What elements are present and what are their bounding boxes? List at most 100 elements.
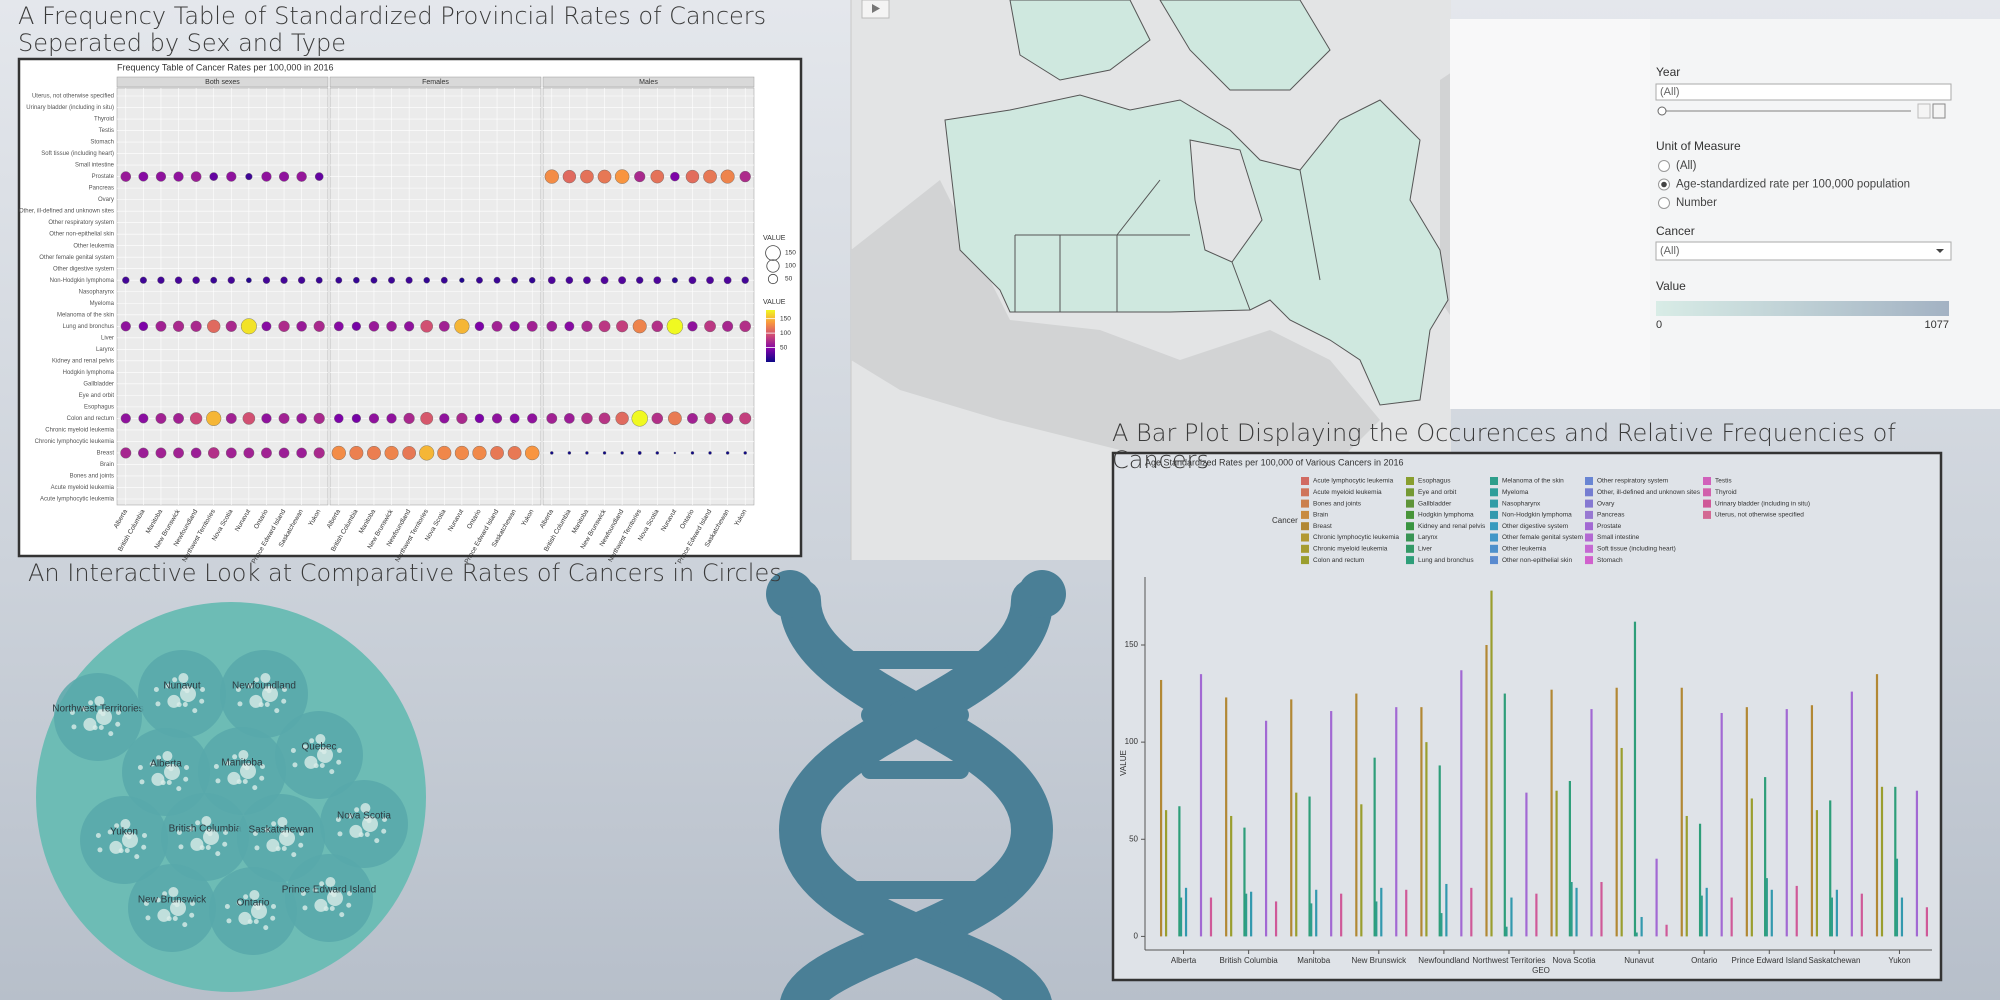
- year-dropdown[interactable]: [1655, 83, 1952, 101]
- dot: [653, 276, 662, 285]
- province-label: Northwest Territories: [52, 704, 144, 715]
- row-label: Ovary: [98, 197, 114, 203]
- dna-cap: [766, 570, 814, 618]
- dot: [155, 412, 167, 424]
- cancer-circle: [281, 830, 287, 836]
- legend-swatch: [1406, 556, 1414, 565]
- cancer-circle: [254, 845, 260, 851]
- legend-swatch: [1703, 477, 1711, 485]
- cancer-circle: [94, 696, 105, 707]
- cancer-circle: [236, 900, 242, 906]
- cancer-circle: [290, 747, 296, 753]
- cancer-circle: [298, 842, 304, 848]
- bar: [1570, 882, 1573, 937]
- dot: [278, 447, 290, 459]
- dot: [546, 412, 558, 424]
- bar: [1880, 786, 1884, 937]
- dot: [261, 447, 272, 459]
- dot: [493, 276, 501, 284]
- bar: [1310, 903, 1313, 937]
- legend-label: Other, ill-defined and unknown sites: [1597, 489, 1701, 496]
- dot: [550, 451, 554, 455]
- cancer-dropdown[interactable]: [1655, 241, 1952, 261]
- bar: [1810, 705, 1814, 937]
- size-key: [767, 273, 779, 285]
- cancer-circle: [184, 765, 190, 771]
- cancer-circle: [114, 823, 120, 829]
- bar: [1164, 810, 1168, 937]
- bar: [1568, 780, 1571, 937]
- legend-swatch: [1301, 533, 1309, 542]
- bar: [1829, 800, 1832, 937]
- arctic-islands: [1159, 0, 1331, 91]
- dot: [671, 277, 678, 284]
- panel-strip: [542, 76, 755, 88]
- slider-next[interactable]: [1932, 103, 1946, 119]
- cancer-circle: [319, 762, 325, 768]
- row-label: Other leukemia: [73, 243, 114, 249]
- bar: [1420, 707, 1423, 937]
- bar: [1250, 891, 1253, 937]
- cancer-circle: [183, 776, 189, 782]
- legend-label: Other respiratory system: [1597, 478, 1668, 485]
- slider-prev[interactable]: [1917, 103, 1931, 119]
- cancer-circle: [335, 816, 341, 822]
- bar: [1178, 806, 1181, 937]
- bar: [1700, 895, 1703, 937]
- cancer-circle: [88, 700, 94, 706]
- x-tick-label: Manitoba: [1297, 956, 1330, 965]
- dot: [190, 171, 202, 182]
- slider-handle[interactable]: [1657, 106, 1667, 116]
- x-axis-title: GEO: [1532, 966, 1550, 975]
- bar: [1795, 885, 1798, 937]
- dot: [636, 276, 644, 284]
- bar: [1750, 798, 1753, 937]
- cancer-circle: [277, 817, 288, 828]
- y-tick-label: 100: [1125, 737, 1139, 746]
- cancer-circle: [200, 687, 206, 693]
- arctic-islands: [1009, 0, 1151, 81]
- dot: [120, 321, 131, 332]
- chart-title: Frequency Table of Cancer Rates per 100,…: [117, 62, 333, 72]
- dot: [227, 276, 235, 284]
- filter-label: Value: [1656, 279, 1686, 293]
- legend-swatch: [1406, 499, 1414, 508]
- play-icon: [872, 4, 880, 13]
- radio-button[interactable]: [1658, 160, 1670, 172]
- dot: [637, 451, 642, 455]
- cancer-circle: [238, 750, 249, 761]
- row-label: Colon and rectum: [67, 416, 114, 422]
- dot: [544, 169, 559, 184]
- dot: [507, 446, 522, 460]
- cancer-circle: [299, 831, 305, 837]
- cancer-circle: [252, 830, 258, 836]
- dot: [704, 412, 716, 425]
- dot: [739, 412, 752, 425]
- cancer-circle: [339, 912, 345, 918]
- cancer-circle: [302, 905, 308, 911]
- cancer-circle: [108, 731, 114, 737]
- legend-label: Testis: [1715, 478, 1732, 485]
- dot: [172, 320, 185, 332]
- dot: [491, 320, 503, 332]
- legend-swatch: [1490, 510, 1498, 519]
- bar: [1355, 693, 1358, 937]
- cancer-circle: [259, 775, 265, 781]
- legend-swatch: [1490, 533, 1498, 542]
- legend-swatch: [1490, 488, 1498, 497]
- bar: [1633, 621, 1637, 937]
- province-borders: [1014, 169, 1321, 312]
- radio-button[interactable]: [1658, 197, 1670, 209]
- dot: [402, 446, 416, 460]
- x-tick-label: New Brunswick: [1351, 956, 1407, 965]
- legend-swatch: [1301, 477, 1309, 485]
- cancer-circle: [115, 721, 121, 727]
- filters: Year (All) Unit of Measure (All) Age-standar…: [1655, 65, 1952, 331]
- dot: [245, 173, 253, 181]
- dot: [618, 276, 627, 285]
- cancer-circle: [264, 701, 270, 707]
- legend-swatch: [1301, 556, 1309, 565]
- dot: [725, 451, 730, 455]
- dot: [173, 412, 184, 424]
- cancer-circle: [263, 925, 269, 931]
